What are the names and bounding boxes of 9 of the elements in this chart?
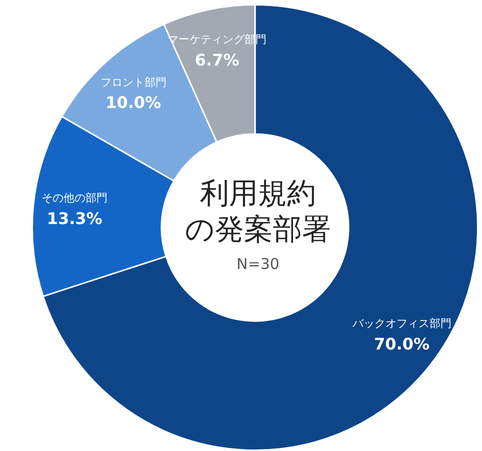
slice-label: フロント部門 bbox=[100, 76, 166, 89]
text: N=30 bbox=[236, 255, 280, 273]
slice-label: バックオフィス部門 bbox=[351, 316, 452, 330]
text: 利用規約の発案部署 bbox=[184, 175, 332, 247]
slice-label: その他の部門 bbox=[42, 192, 108, 205]
data-label: 13.3% bbox=[46, 208, 102, 228]
data-label: 10.0% bbox=[106, 93, 162, 112]
data-label: 70.0% bbox=[374, 334, 430, 354]
data-label: 6.7% bbox=[194, 50, 240, 70]
